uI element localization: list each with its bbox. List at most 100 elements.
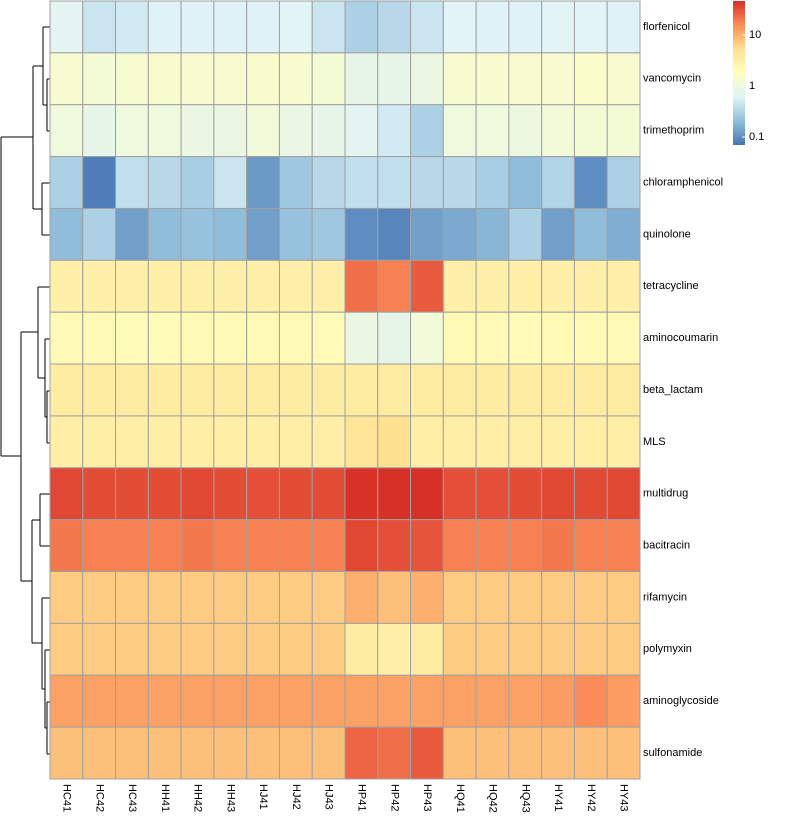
heatmap-cell	[573, 467, 608, 521]
heatmap-cell	[410, 311, 444, 365]
heatmap-cell	[344, 363, 379, 417]
heatmap-cell	[475, 52, 510, 106]
heatmap-cell	[311, 311, 346, 365]
heatmap-cell	[410, 156, 444, 209]
heatmap-cell	[246, 674, 280, 728]
row-label: florfenicol	[643, 21, 690, 33]
heatmap-cell	[573, 415, 608, 469]
heatmap-cell	[573, 726, 608, 780]
heatmap-cell	[147, 311, 182, 365]
heatmap-cell	[278, 415, 313, 469]
heatmap-cell	[246, 415, 280, 469]
column-label: HJ42	[290, 784, 302, 810]
heatmap-cell	[508, 726, 543, 780]
heatmap-cell	[410, 207, 444, 261]
heatmap-cell	[442, 519, 477, 573]
column-label: HC41	[60, 784, 72, 812]
heatmap-cell	[410, 622, 444, 676]
heatmap-cell	[377, 104, 412, 158]
column-label: HC43	[126, 784, 138, 812]
heatmap-cell	[344, 311, 379, 365]
heatmap-cell	[213, 156, 248, 209]
heatmap-cell	[246, 519, 280, 573]
heatmap-cell	[344, 674, 379, 728]
heatmap-cell	[311, 415, 346, 469]
heatmap-cell	[573, 311, 608, 365]
heatmap-cell	[541, 467, 575, 521]
heatmap-cell	[573, 259, 608, 313]
heatmap-cell	[180, 156, 215, 209]
heatmap-cell	[541, 311, 575, 365]
heatmap-cell	[180, 0, 215, 54]
heatmap-cell	[377, 52, 412, 106]
heatmap-cell	[180, 519, 215, 573]
heatmap-cell	[344, 519, 379, 573]
column-label: HH43	[224, 784, 236, 812]
heatmap-cell	[508, 0, 543, 54]
heatmap-cell	[541, 104, 575, 158]
heatmap-cell	[573, 363, 608, 417]
heatmap-cell	[49, 674, 84, 728]
heatmap-cell	[82, 415, 117, 469]
column-label: HH41	[159, 784, 171, 812]
heatmap-cell	[475, 0, 510, 54]
heatmap-cell	[82, 104, 117, 158]
heatmap-cell	[180, 622, 215, 676]
row-label: bacitracin	[643, 540, 690, 552]
heatmap-cell	[344, 415, 379, 469]
heatmap-cell	[344, 259, 379, 313]
heatmap-cell	[278, 207, 313, 261]
heatmap-cell	[344, 571, 379, 624]
heatmap-cell	[180, 363, 215, 417]
heatmap-cell	[344, 156, 379, 209]
heatmap-cell	[147, 156, 182, 209]
heatmap-cell	[213, 622, 248, 676]
heatmap-cell	[115, 519, 149, 573]
heatmap-cell	[573, 104, 608, 158]
legend-tick-label: 10	[749, 29, 761, 41]
heatmap-cell	[180, 726, 215, 780]
heatmap-cell	[508, 311, 543, 365]
heatmap-cell	[180, 259, 215, 313]
heatmap-cell	[213, 207, 248, 261]
heatmap-cell	[147, 104, 182, 158]
heatmap-cell	[606, 571, 641, 624]
heatmap-cell	[180, 52, 215, 106]
heatmap-cell	[344, 467, 379, 521]
heatmap-cell	[573, 156, 608, 209]
heatmap-cell	[115, 104, 149, 158]
heatmap-cell	[541, 726, 575, 780]
heatmap-cell	[147, 622, 182, 676]
heatmap-cell	[246, 311, 280, 365]
heatmap-cell	[246, 259, 280, 313]
row-label: chloramphenicol	[643, 176, 723, 188]
heatmap-cell	[541, 622, 575, 676]
heatmap-cell	[311, 363, 346, 417]
heatmap-cell	[180, 207, 215, 261]
heatmap-cell	[410, 467, 444, 521]
heatmap-cell	[49, 622, 84, 676]
heatmap-cell	[115, 622, 149, 676]
heatmap-cell	[49, 104, 84, 158]
heatmap-cell	[442, 674, 477, 728]
heatmap-cell	[508, 467, 543, 521]
heatmap-cell	[508, 571, 543, 624]
heatmap-cell	[82, 156, 117, 209]
heatmap-cell	[246, 0, 280, 54]
heatmap-cell	[246, 156, 280, 209]
heatmap-cell	[278, 311, 313, 365]
heatmap-cell	[475, 519, 510, 573]
heatmap-cell	[377, 415, 412, 469]
heatmap-cell	[311, 519, 346, 573]
heatmap-cell	[82, 363, 117, 417]
heatmap-cell	[475, 571, 510, 624]
column-label: HQ42	[487, 784, 499, 813]
heatmap-cell	[82, 571, 117, 624]
heatmap-cell	[541, 674, 575, 728]
heatmap-cell	[606, 726, 641, 780]
heatmap-cell	[115, 259, 149, 313]
heatmap-cell	[508, 622, 543, 676]
heatmap-cell	[311, 726, 346, 780]
heatmap-cell	[606, 467, 641, 521]
heatmap-cell	[213, 674, 248, 728]
